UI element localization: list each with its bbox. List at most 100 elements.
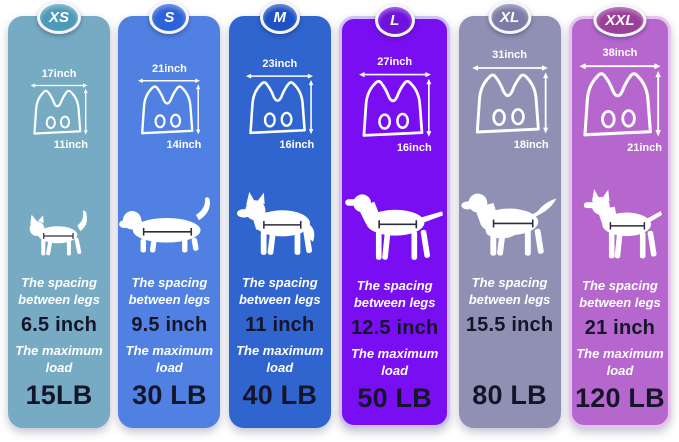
width-arrow — [471, 65, 548, 71]
spacing-label-line1: The spacing — [131, 275, 208, 290]
size-badge-label: XXL — [605, 12, 635, 29]
cat-silhouette-icon — [8, 168, 110, 261]
width-arrow — [30, 83, 88, 88]
leg-hole — [170, 113, 182, 128]
harness-width-label: 27inch — [377, 56, 413, 68]
height-arrow — [309, 80, 314, 135]
size-column-4: XL 31inch 18inch — [458, 1, 561, 428]
harness-outline — [475, 73, 540, 134]
retriever-silhouette — [460, 193, 556, 256]
cat-silhouette — [29, 210, 88, 256]
leg-hole — [491, 108, 506, 127]
husky-silhouette — [236, 191, 315, 255]
load-value: 80 LB — [472, 380, 547, 410]
spacing-label-line1: The spacing — [241, 275, 318, 290]
dachshund-silhouette — [119, 197, 211, 253]
harness-outline — [33, 89, 82, 135]
dachshund-silhouette-icon — [118, 168, 220, 261]
load-label-line1: The maximum — [236, 343, 324, 358]
size-badge: L — [374, 4, 415, 37]
spacing-label-line2: between legs — [128, 292, 211, 307]
harness-outline — [362, 79, 423, 137]
size-column-1: S 21inch 14inch — [118, 1, 221, 428]
load-value: 15LB — [25, 380, 93, 410]
spacing-value: 12.5 inch — [350, 317, 439, 339]
harness-outline — [141, 85, 194, 135]
load-value: 40 LB — [242, 380, 318, 410]
width-arrow — [246, 73, 314, 79]
harness-diagram: 38inch 21inch — [577, 43, 663, 155]
leg-hole — [59, 115, 71, 129]
leg-hole — [154, 114, 166, 129]
spacing-label-line2: between legs — [468, 292, 551, 307]
harness-height-label: 18inch — [513, 139, 549, 151]
harness-diagram: 17inch 11inch — [29, 40, 89, 152]
spacing-label: The spacing between legs — [129, 274, 211, 308]
load-label: The maximum load — [236, 342, 323, 376]
load-label-line1: The maximum — [576, 346, 664, 361]
leg-hole — [280, 111, 293, 127]
height-arrow — [655, 70, 661, 137]
load-label: The maximum load — [15, 342, 102, 376]
load-label-line1: The maximum — [15, 343, 103, 358]
spacing-label: The spacing between legs — [579, 277, 661, 311]
leg-hole — [510, 108, 525, 126]
spacing-label-line2: between legs — [18, 292, 100, 307]
load-label-line2: load — [156, 360, 183, 375]
harness-outline-icon — [471, 65, 548, 134]
harness-diagram: 27inch 16inch — [357, 43, 433, 155]
spacing-value: 15.5 inch — [465, 314, 554, 336]
size-badge-label: XS — [48, 9, 70, 26]
harness-outline-icon — [30, 83, 88, 135]
width-arrow — [579, 63, 661, 70]
size-badge: M — [259, 1, 300, 34]
spacing-value: 9.5 inch — [131, 314, 208, 336]
size-badge-label: XL — [499, 9, 520, 26]
harness-outline-icon — [138, 78, 201, 135]
width-arrow — [138, 78, 201, 84]
spacing-label-line2: between legs — [353, 295, 436, 310]
load-label-line1: The maximum — [125, 343, 214, 358]
leg-hole — [264, 112, 277, 128]
spacing-label-line1: The spacing — [471, 275, 548, 290]
harness-height-label: 16inch — [396, 142, 432, 154]
height-arrow — [542, 72, 548, 134]
load-label-line2: load — [381, 363, 409, 378]
size-badge: XS — [36, 1, 82, 34]
load-value: 50 LB — [357, 383, 432, 413]
size-badge: XXL — [593, 4, 647, 37]
pointer-silhouette — [345, 194, 444, 260]
leg-hole — [45, 116, 56, 130]
load-value: 30 LB — [132, 380, 207, 410]
harness-height-label: 14inch — [166, 139, 202, 151]
load-label-line2: load — [266, 360, 294, 375]
size-column-2: M 23inch 16inch — [228, 1, 331, 428]
spacing-label-line2: between legs — [238, 292, 321, 307]
harness-width-label: 23inch — [262, 58, 298, 70]
harness-height-label: 11inch — [53, 139, 88, 151]
size-badge: S — [149, 1, 190, 34]
harness-outline-icon — [358, 71, 432, 137]
leg-hole — [395, 112, 409, 130]
load-label: The maximum load — [126, 342, 213, 376]
size-badge: XL — [487, 1, 532, 34]
harness-outline-icon — [579, 63, 661, 137]
load-label-line2: load — [606, 363, 634, 378]
harness-width-label: 31inch — [492, 49, 527, 61]
harness-outline — [249, 81, 307, 135]
height-arrow — [426, 78, 432, 137]
pointer-silhouette-icon — [342, 171, 447, 264]
width-arrow — [358, 71, 431, 78]
harness-diagram: 21inch 14inch — [136, 40, 202, 152]
spacing-label-line1: The spacing — [582, 278, 658, 293]
height-arrow — [196, 84, 201, 135]
size-column-0: XS 17inch 11inch — [8, 1, 110, 428]
leg-hole — [377, 113, 391, 130]
harness-outline — [583, 72, 652, 137]
load-label-line2: load — [45, 360, 73, 375]
harness-diagram: 23inch 16inch — [244, 40, 315, 152]
harness-diagram: 31inch 18inch — [470, 40, 550, 152]
spacing-label-line1: The spacing — [356, 278, 433, 293]
retriever-silhouette-icon — [459, 168, 561, 261]
